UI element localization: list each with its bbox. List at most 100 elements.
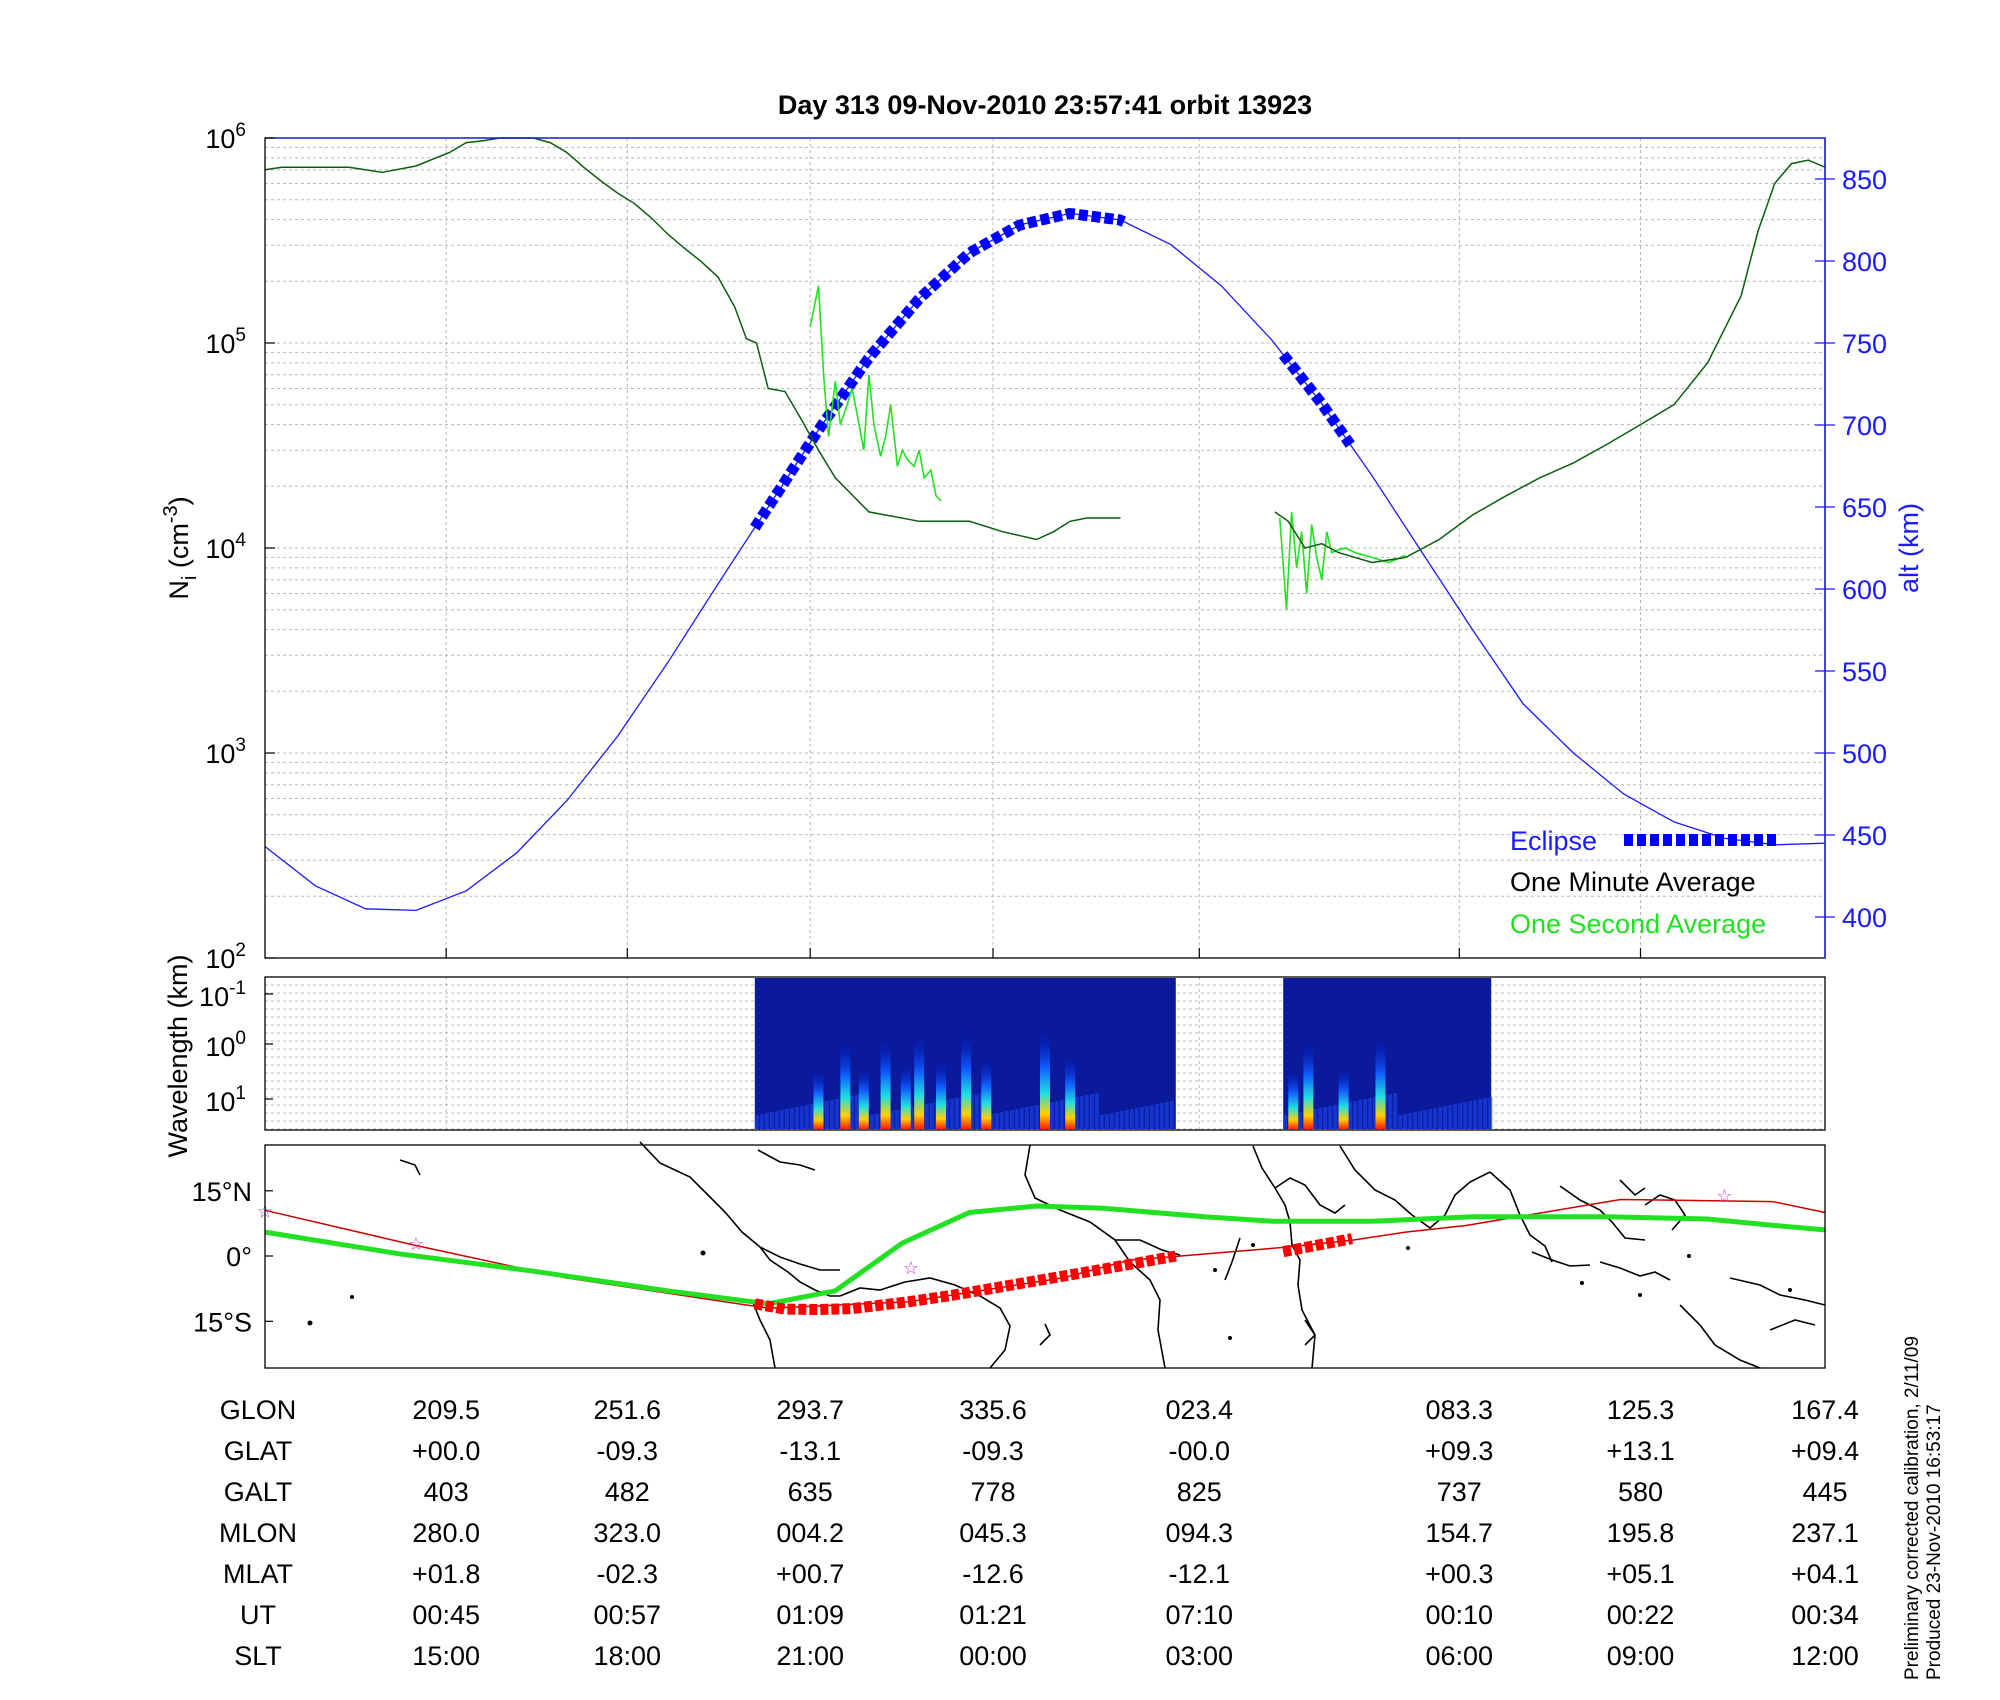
table-cell: -13.1	[779, 1436, 841, 1466]
spectrogram-background-column	[1104, 1114, 1109, 1129]
spectrogram-background-column	[1159, 1103, 1164, 1129]
spectrogram-background-column	[1094, 1093, 1099, 1129]
spectrogram-background-column	[849, 1096, 854, 1129]
density-tick-label: 106	[205, 120, 246, 154]
table-cell: -02.3	[597, 1559, 659, 1589]
table-row-label: MLON	[219, 1518, 297, 1548]
spectrogram-background-column	[1488, 1097, 1493, 1129]
eclipse-segment	[750, 208, 1126, 531]
spectrogram-burst	[1375, 1037, 1386, 1129]
map-eclipse-segment	[753, 1250, 1177, 1316]
spectrogram-burst	[858, 1066, 869, 1129]
spectrogram-background-column	[929, 1103, 934, 1129]
spectrogram-background-column	[809, 1104, 814, 1129]
spectrogram-tick-label: 101	[205, 1083, 246, 1117]
spectrogram-background-column	[974, 1094, 979, 1129]
table-cell: +01.8	[412, 1559, 480, 1589]
spectrogram-background-column	[794, 1107, 799, 1129]
table-cell: 445	[1802, 1477, 1847, 1507]
table-cell: 778	[970, 1477, 1015, 1507]
spectrogram-background-column	[1448, 1105, 1453, 1129]
spectrogram-background-column	[1114, 1112, 1119, 1129]
spectrogram-background-column	[1074, 1097, 1079, 1129]
spectrogram-background-column	[1144, 1106, 1149, 1129]
spectrogram-background-column	[1428, 1109, 1433, 1129]
spectrogram-background-column	[1014, 1109, 1019, 1129]
alt-y-label: alt (km)	[1894, 503, 1924, 593]
spectrogram-background-column	[1099, 1115, 1104, 1129]
spectrogram-background-column	[954, 1098, 959, 1129]
table-cell: 580	[1618, 1477, 1663, 1507]
spectrogram-background-column	[1024, 1107, 1029, 1129]
spectrogram-background-column	[1119, 1111, 1124, 1129]
spectrogram-background-column	[834, 1099, 839, 1129]
table-cell: 12:00	[1791, 1641, 1859, 1671]
spectrogram-background-column	[1353, 1101, 1358, 1129]
spectrogram-background-column	[1009, 1110, 1014, 1129]
spectrogram-background-column	[1019, 1108, 1024, 1129]
figure-title: Day 313 09-Nov-2010 23:57:41 orbit 13923	[778, 90, 1312, 120]
spectrogram-background-column	[854, 1095, 859, 1129]
ephemeris-table: GLON GLAT GALT MLON MLAT UT SLT 209.5 +00.0 403 28…	[219, 1395, 1859, 1671]
spectrogram-background-column	[1129, 1109, 1134, 1129]
density-y-ticks: 102 103 104 105 106	[205, 120, 1642, 974]
table-cell: 09:00	[1607, 1641, 1675, 1671]
table-cell: -00.0	[1169, 1436, 1231, 1466]
legend-minute-label: One Minute Average	[1510, 867, 1756, 897]
map-tick-label: 15°N	[192, 1177, 252, 1207]
table-cell: 237.1	[1791, 1518, 1859, 1548]
table-cell: 335.6	[959, 1395, 1027, 1425]
spectrogram-background-column	[1029, 1106, 1034, 1129]
density-series	[264, 137, 1826, 912]
spectrogram-background-column	[1418, 1111, 1423, 1129]
spectrogram-background-column	[969, 1095, 974, 1129]
spectrogram-background-column	[1313, 1109, 1318, 1129]
alt-tick-label: 650	[1842, 493, 1887, 523]
spectrogram-burst	[1303, 1040, 1314, 1129]
density-tick-label: 102	[205, 940, 246, 974]
map-eclipse-segment	[1282, 1233, 1354, 1258]
spectrogram-background-column	[944, 1100, 949, 1129]
spectrogram-background-column	[1079, 1096, 1084, 1129]
spectrogram-frame	[264, 976, 1826, 1131]
spectrogram-background-column	[889, 1111, 894, 1129]
alt-tick-label: 450	[1842, 821, 1887, 851]
table-cell: 293.7	[776, 1395, 844, 1425]
legend-eclipse-label: Eclipse	[1510, 826, 1597, 856]
spectrogram-background-column	[1433, 1108, 1438, 1129]
spectrogram-background-column	[824, 1101, 829, 1129]
one-second-average-line	[809, 285, 942, 502]
table-cell: 00:57	[594, 1600, 662, 1630]
spectrogram-burst	[1040, 1028, 1050, 1129]
spectrogram-background-column	[1134, 1108, 1139, 1129]
spectrogram-background-column	[1089, 1094, 1094, 1129]
table-cell: +00.7	[776, 1559, 844, 1589]
spectrogram-background-column	[1059, 1100, 1064, 1129]
table-cell: 825	[1177, 1477, 1222, 1507]
table-cell: 00:22	[1607, 1600, 1675, 1630]
footnote-produced: Produced 23-Nov-2010 16:53:17	[1924, 1404, 1945, 1680]
table-cell: 482	[605, 1477, 650, 1507]
spectrogram-burst	[1338, 1066, 1349, 1129]
spectrogram-background-column	[754, 1115, 759, 1129]
spectrogram-tick-label: 10-1	[199, 978, 246, 1012]
map-tracks: ☆☆☆☆	[257, 1186, 1826, 1316]
spectrogram-burst	[813, 1069, 824, 1129]
map-y-ticks: 15°N 0° 15°S	[192, 1177, 273, 1337]
spectrogram-background-column	[1323, 1107, 1328, 1129]
table-cell: +13.1	[1606, 1436, 1674, 1466]
spectrogram-background-column	[1373, 1097, 1378, 1129]
alt-tick-label: 600	[1842, 575, 1887, 605]
spectrogram-background-column	[1443, 1106, 1448, 1129]
table-cell: 00:00	[959, 1641, 1027, 1671]
footnote-calibration: Preliminary corrected calibration, 2/11/…	[1902, 1336, 1923, 1680]
magnetic-equator-line	[264, 1203, 1826, 1307]
spectrogram-background-column	[869, 1115, 874, 1129]
table-cell: 045.3	[959, 1518, 1027, 1548]
spectrogram-burst	[936, 1060, 946, 1129]
spectrogram-background-column	[1388, 1094, 1393, 1129]
spectrogram-background-column	[1034, 1105, 1039, 1129]
spectrogram-background-column	[1164, 1102, 1169, 1129]
table-cell: 209.5	[412, 1395, 480, 1425]
